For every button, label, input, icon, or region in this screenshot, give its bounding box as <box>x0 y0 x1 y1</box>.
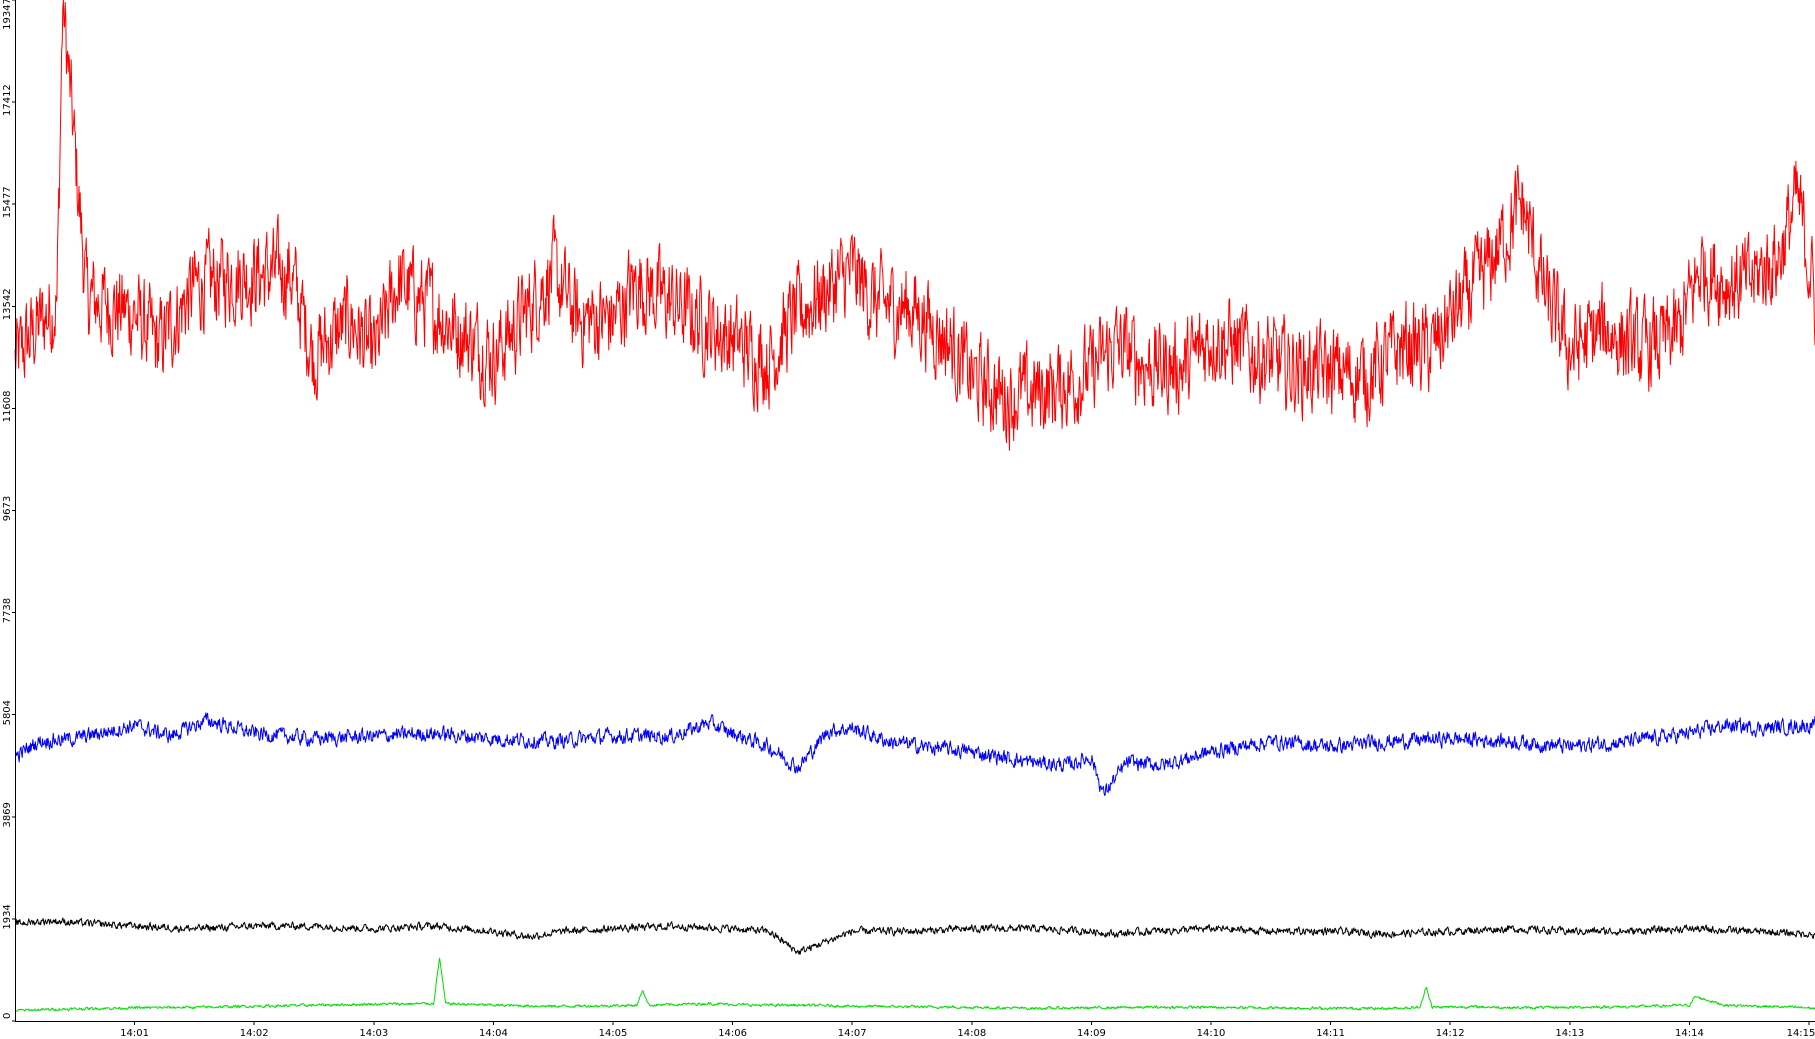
y-tick-label: 9673 <box>2 496 13 521</box>
x-tick-label: 14:04 <box>479 1028 508 1039</box>
x-tick-label: 14:11 <box>1316 1028 1345 1039</box>
x-tick-label: 14:05 <box>599 1028 628 1039</box>
x-tick-label: 14:09 <box>1077 1028 1106 1039</box>
series-line-1 <box>14 0 1815 451</box>
x-tick-label: 14:01 <box>120 1028 149 1039</box>
x-tick-label: 14:06 <box>718 1028 747 1039</box>
y-tick-label: 13542 <box>2 288 13 320</box>
y-axis-ticks: 0 1934 3869 5804 7738 9673 11608 13542 15477 1741… <box>2 0 15 1022</box>
x-tick-label: 14:10 <box>1197 1028 1226 1039</box>
x-tick-label: 14:02 <box>240 1028 269 1039</box>
y-tick-label: 3869 <box>2 802 13 827</box>
y-tick-label: 1934 <box>2 904 13 929</box>
series-line-4 <box>14 957 1815 1012</box>
series-line-2 <box>14 712 1815 796</box>
x-tick-label: 14:15 <box>1787 1028 1815 1039</box>
y-tick-label: 15477 <box>2 186 13 218</box>
x-tick-label: 14:03 <box>359 1028 388 1039</box>
x-tick-label: 14:13 <box>1555 1028 1584 1039</box>
y-tick-label: 5804 <box>2 700 13 725</box>
y-tick-label: 19347 <box>2 0 13 30</box>
y-tick-label: 11608 <box>2 391 13 423</box>
x-tick-label: 14:12 <box>1436 1028 1465 1039</box>
x-tick-label: 14:14 <box>1675 1028 1704 1039</box>
x-axis-ticks: 14:01 14:02 14:03 14:04 14:05 14:06 14:07 14:08… <box>120 1021 1815 1039</box>
y-tick-label: 7738 <box>2 598 13 623</box>
y-tick-label: 17412 <box>2 84 13 116</box>
series-layer <box>14 0 1815 1012</box>
series-line-3 <box>14 917 1815 955</box>
y-tick-label: 0 <box>2 1013 13 1019</box>
x-tick-label: 14:08 <box>957 1028 986 1039</box>
x-tick-label: 14:07 <box>838 1028 867 1039</box>
